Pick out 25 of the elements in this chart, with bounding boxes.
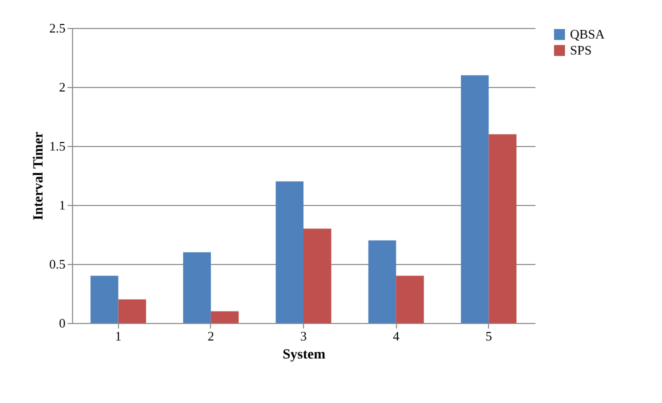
bar: [488, 134, 516, 323]
bar: [183, 252, 211, 323]
y-tick-label: 0.5: [49, 256, 66, 272]
bar: [460, 75, 489, 323]
x-tick-label: 5: [485, 328, 492, 344]
bar: [396, 276, 424, 323]
legend-label: QBSA: [570, 26, 606, 42]
bar: [118, 299, 146, 323]
y-tick-label: 1: [59, 198, 66, 212]
bar: [210, 311, 239, 323]
y-tick-label: 1.5: [49, 138, 66, 154]
y-tick-label: 0: [59, 316, 66, 330]
bar: [90, 276, 118, 323]
legend-label: SPS: [570, 42, 592, 58]
x-tick-label: 3: [300, 328, 307, 344]
y-tick-label: 2: [59, 80, 66, 94]
bar: [304, 228, 332, 323]
bar: [276, 181, 304, 323]
bar: [368, 240, 396, 323]
x-tick-label: 4: [392, 328, 400, 344]
y-axis-title: Interval Timer: [31, 132, 46, 220]
x-axis-title: System: [282, 348, 326, 362]
x-tick-label: 1: [115, 328, 122, 344]
x-tick-label: 2: [208, 328, 214, 344]
y-tick-label: 2.5: [49, 20, 66, 36]
